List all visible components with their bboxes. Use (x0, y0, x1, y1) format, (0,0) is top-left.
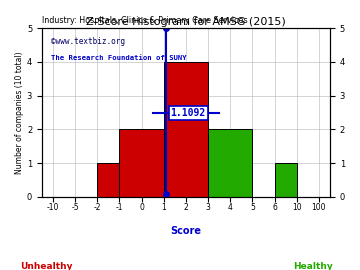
Y-axis label: Number of companies (10 total): Number of companies (10 total) (15, 51, 24, 174)
Text: ©www.textbiz.org: ©www.textbiz.org (50, 37, 125, 46)
Bar (97, 163, 120, 197)
Text: Industry: Hospitals, Clinics & Primary Care Services: Industry: Hospitals, Clinics & Primary C… (42, 16, 248, 25)
Bar (208, 129, 252, 197)
Bar (164, 62, 208, 197)
Text: Unhealthy: Unhealthy (21, 262, 73, 270)
Text: The Research Foundation of SUNY: The Research Foundation of SUNY (50, 55, 186, 61)
Text: Healthy: Healthy (293, 262, 333, 270)
Text: 1.1092: 1.1092 (171, 107, 206, 117)
Title: Z-Score Histogram for AMSG (2015): Z-Score Histogram for AMSG (2015) (86, 17, 286, 27)
Bar (275, 163, 297, 197)
Bar (120, 129, 164, 197)
X-axis label: Score: Score (170, 226, 201, 236)
